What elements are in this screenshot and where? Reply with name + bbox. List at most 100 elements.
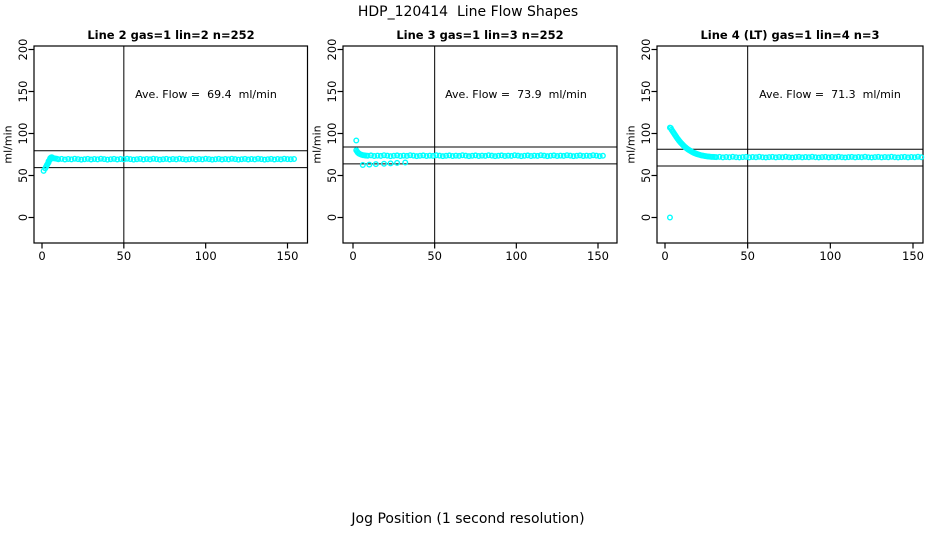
plot-3-y-axis-label: ml/min [625,125,638,163]
plot-3-data-point [729,153,736,160]
plot-2-x-tick-label: 50 [427,249,442,263]
plot-1-data-point [186,156,193,163]
plot-1-data-point [196,156,203,163]
plot-1-data-point [94,156,101,163]
plot-3-y-tick-label: 200 [639,39,653,61]
plot-1-data-point [261,156,268,163]
plot-2-data-point [479,152,486,159]
plot-1-data-point [238,156,245,163]
plot-2-data-point [371,153,378,160]
plot-2-data-point [492,153,499,160]
plot-3-x-tick-label: 50 [740,249,755,263]
subplot-3-ave-flow-annotation: Ave. Flow = 71.3 ml/min [759,88,901,101]
plot-3-data-point [809,153,816,160]
plot-3-data-point [746,154,753,161]
plot-1-data-point [277,156,284,163]
plot-1-data-point [212,156,219,163]
plot-3-data-point [759,154,766,161]
plot-1-y-tick-label: 50 [16,168,30,183]
plot-3-data-point [819,154,826,161]
plot-3-data-point [792,154,799,161]
plot-2-data-point [567,152,574,159]
subplot-1-title: Line 2 gas=1 lin=2 n=252 [87,28,255,42]
plot-1-data-point [183,156,190,163]
plot-2-data-point [577,152,584,159]
plot-2-data-point [541,152,548,159]
plot-1-data-point [147,156,154,163]
plot-1-box [33,45,309,244]
plot-2-data-point [524,152,531,159]
plot-2-data-point [364,152,371,159]
plot-1-data-point [130,156,137,163]
plot-1-data-point [241,155,248,162]
plot-2-data-point [482,152,489,159]
plot-3-data-point [895,154,902,161]
plot-1-data-point [274,156,281,163]
plot-2-data-point [547,152,554,159]
plot-3-data-point [719,154,726,161]
plot-2-data-point [570,153,577,160]
plot-1-data-point [71,155,78,162]
plot-3-data-point [749,154,756,161]
plot-3-data-point [901,153,908,160]
plot-1-data-point [189,155,196,162]
plot-1-data-point [111,155,118,162]
plot-1-x-tick-label: 50 [117,249,132,263]
plot-1-data-point [140,156,147,163]
plot-2-data-point [495,152,502,159]
plot-1-data-point [173,156,180,163]
plot-3-data-point [855,154,862,161]
plot-1-data-point [176,155,183,162]
plot-1-x-tick-label: 150 [277,249,299,263]
plot-3-data-point [733,154,740,161]
plot-1-data-point [84,155,91,162]
plot-1-data-point [150,155,157,162]
plot-1-data-point [245,156,252,163]
plot-2-data-point [550,152,557,159]
plot-3-y-tick-label: 100 [639,123,653,145]
figure-title: HDP_120414 Line Flow Shapes [357,4,579,20]
plot-1-data-point [124,155,131,162]
plot-2-x-tick-label: 0 [349,249,356,263]
plot-3-y-tick-label: 50 [639,168,653,183]
plot-1-data-point [232,156,239,163]
subplot-2-title: Line 3 gas=1 lin=3 n=252 [396,28,564,42]
plot-2-data-point [534,152,541,159]
plot-2-data-point [528,153,535,160]
plot-2-x-tick-label: 100 [505,249,527,263]
plot-3-x-tick-label: 100 [819,249,841,263]
plot-1-data-point [88,156,95,163]
plot-1-data-point [133,156,140,163]
plot-1-data-point [78,156,85,163]
plot-3-x-tick-label: 150 [902,249,924,263]
plot-3-data-point [845,154,852,161]
plot-2-data-point [456,152,463,159]
plot-1-data-point [264,156,271,163]
plot-1-data-point [137,155,144,162]
plot-3-box [656,45,924,244]
plot-1-data-point [287,156,294,163]
plot-2-data-point [423,153,430,160]
plot-2-data-point [384,152,391,159]
plot-1-data-point [202,155,209,162]
plot-2-data-point [420,152,427,159]
plot-3-data-point [891,154,898,161]
plot-2-y-tick-label: 100 [325,123,339,145]
plot-2-data-point [433,152,440,159]
plot-1-data-point [225,156,232,163]
plot-2-data-point [443,152,450,159]
plot-2-data-point [462,152,469,159]
plot-2-data-point [439,153,446,160]
plot-2-data-point [596,153,603,160]
plot-2-data-point [518,153,525,160]
plot-2-data-point [514,152,521,159]
plot-1-data-point [143,156,150,163]
plot-3-data-point [905,154,912,161]
plot-1-data-point [160,156,167,163]
plot-1-data-point [199,156,206,163]
plot-2-box [342,45,618,244]
plot-2-data-point [590,152,597,159]
plot-2-data-point [554,153,561,160]
plot-2-data-point [472,152,479,159]
plot-2-data-point [381,160,388,167]
